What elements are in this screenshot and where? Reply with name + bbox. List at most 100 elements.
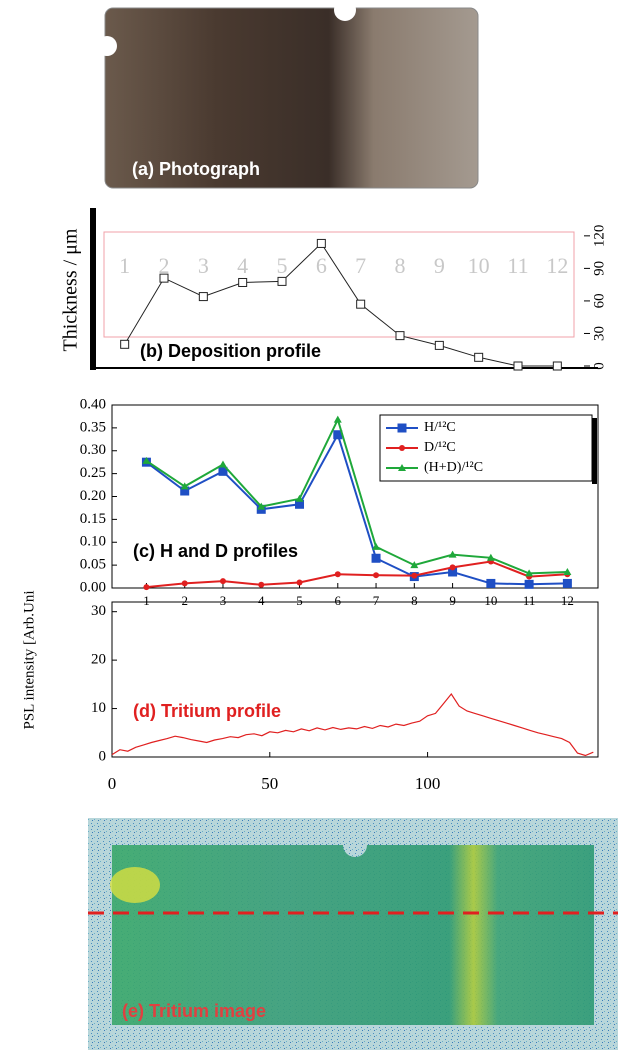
photograph <box>104 7 479 189</box>
legend-label: D/¹²C <box>424 440 456 455</box>
x-tick-label: 11 <box>523 593 536 608</box>
x-tick-label: 0 <box>108 774 117 793</box>
x-tick-label: 8 <box>411 593 418 608</box>
photo-notch <box>334 0 356 21</box>
y-tick-label: 0 <box>99 748 107 764</box>
legend-marker <box>399 445 405 451</box>
marker <box>448 550 457 558</box>
marker <box>474 352 484 362</box>
x-tick-label: 3 <box>220 593 227 608</box>
data-line <box>111 692 594 757</box>
legend-marker <box>398 464 406 471</box>
marker <box>552 361 562 371</box>
position-label: 3 <box>198 253 209 278</box>
marker <box>356 299 366 309</box>
marker <box>373 572 380 579</box>
marker <box>563 567 572 575</box>
position-label: 2 <box>159 253 170 278</box>
marker <box>238 277 248 287</box>
marker <box>277 276 287 286</box>
x-tick-label: 100 <box>415 774 441 793</box>
photo-outline <box>103 231 575 338</box>
legend-label: (H+D)/¹²C <box>424 460 483 475</box>
y-tick-label: 0.30 <box>80 442 106 458</box>
marker <box>334 571 341 578</box>
y-tick-label: 0.05 <box>80 557 106 573</box>
position-label: 7 <box>355 253 366 278</box>
marker <box>316 238 326 248</box>
marker <box>372 542 381 550</box>
marker <box>486 553 495 561</box>
marker <box>410 561 419 569</box>
position-label: 12 <box>546 253 568 278</box>
y-tick-label: 0.25 <box>80 465 106 481</box>
marker <box>181 580 188 587</box>
marker <box>159 273 169 283</box>
image-label: (e) Tritium image <box>122 1001 266 1021</box>
y-tick-label: 30 <box>591 326 607 341</box>
marker <box>395 331 405 341</box>
marker <box>120 339 130 349</box>
x-tick-label: 7 <box>373 593 380 608</box>
chart-title: (d) Tritium profile <box>133 701 281 721</box>
y-tick-label: 20 <box>91 652 106 668</box>
y-tick-label: 120 <box>591 225 607 248</box>
data-line <box>145 432 568 586</box>
position-label: 9 <box>434 253 445 278</box>
marker <box>198 292 208 302</box>
marker <box>219 578 226 585</box>
y-tick-label: 0.15 <box>80 511 106 527</box>
position-label: 4 <box>237 253 248 278</box>
marker <box>513 361 523 371</box>
marker <box>525 569 534 577</box>
photo-label: (a) Photograph <box>132 159 260 179</box>
tritium-hotspot <box>110 867 160 903</box>
marker <box>371 553 381 563</box>
chart-title: (c) H and D profiles <box>133 541 298 561</box>
y-tick-label: 0.10 <box>80 534 106 550</box>
y-tick-label: 10 <box>91 700 106 716</box>
position-label: 6 <box>316 253 327 278</box>
position-label: 11 <box>507 253 528 278</box>
y-tick-label: 0 <box>591 362 607 370</box>
x-tick-label: 9 <box>449 593 456 608</box>
marker <box>143 584 150 591</box>
data-line <box>146 560 568 589</box>
y-tick-label: 0.40 <box>80 396 106 412</box>
photo-notch <box>97 36 117 56</box>
y-tick-label: 30 <box>91 603 106 619</box>
tritium-plate <box>112 845 594 1025</box>
x-tick-label: 5 <box>296 593 303 608</box>
x-tick-label: 2 <box>181 593 188 608</box>
y-tick-label: 0.20 <box>80 488 106 504</box>
y-axis-label: PSL intensity [Arb.Uni <box>21 590 37 729</box>
y-tick-label: 90 <box>591 261 607 276</box>
marker <box>434 340 444 350</box>
y-tick-label: 0.35 <box>80 419 106 435</box>
marker <box>258 581 265 588</box>
data-line <box>124 242 558 367</box>
legend-shadow <box>592 418 597 484</box>
marker <box>524 579 534 589</box>
marker <box>257 502 266 510</box>
marker <box>486 578 496 588</box>
legend-marker <box>397 423 407 433</box>
x-tick-label: 12 <box>561 593 574 608</box>
position-label: 8 <box>395 253 406 278</box>
x-tick-label: 50 <box>261 774 278 793</box>
chart-title: (b) Deposition profile <box>140 341 321 361</box>
plate-notch <box>343 833 367 857</box>
position-label: 1 <box>119 253 130 278</box>
x-tick-label: 4 <box>258 593 265 608</box>
marker <box>562 578 572 588</box>
position-label: 10 <box>468 253 490 278</box>
marker <box>333 415 342 423</box>
y-tick-label: 60 <box>591 293 607 308</box>
y-axis-label: Thickness / μm <box>60 228 82 351</box>
marker <box>449 564 456 571</box>
marker <box>411 572 418 579</box>
position-label: 5 <box>277 253 288 278</box>
x-tick-label: 1 <box>143 593 150 608</box>
data-line <box>145 416 568 575</box>
